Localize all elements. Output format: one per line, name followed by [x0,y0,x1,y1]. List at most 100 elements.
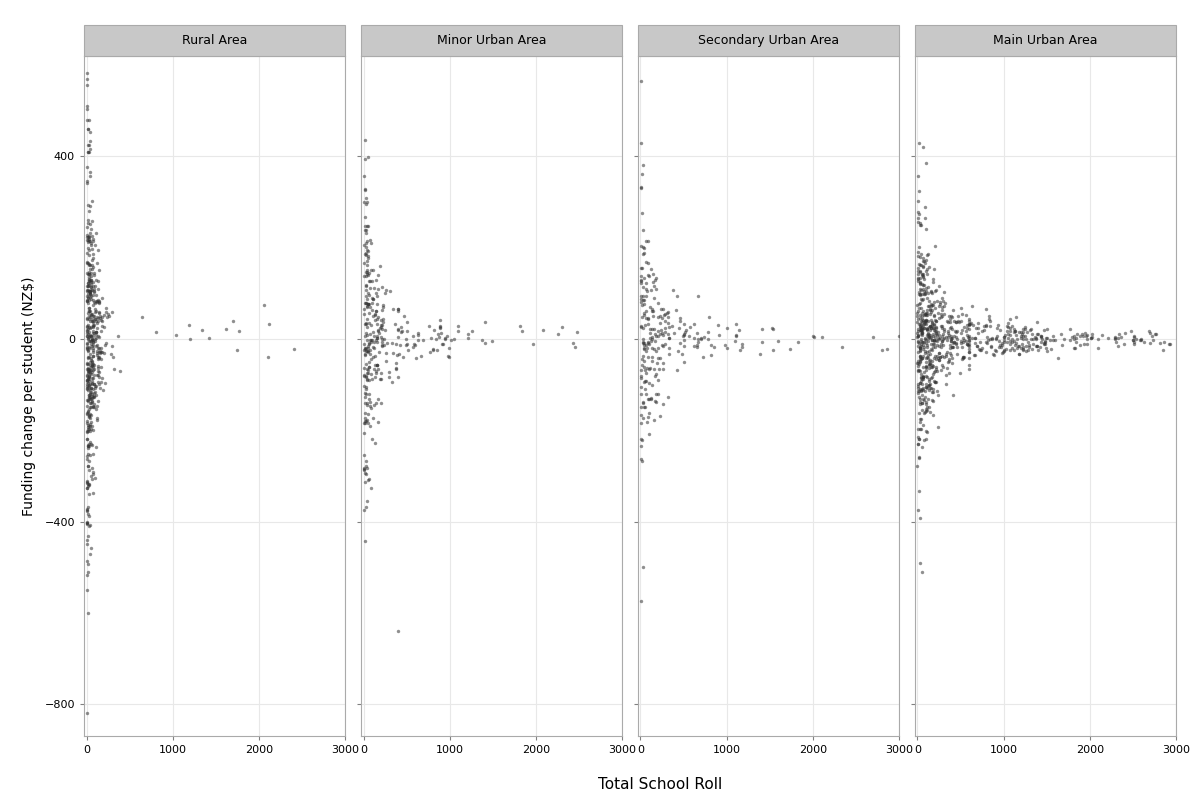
Point [79,391,98,404]
Point [918,323,937,336]
Point [632,434,652,446]
Point [911,384,930,397]
Point [936,350,955,363]
Point [366,367,385,380]
Point [80,263,100,276]
Point [686,327,706,340]
Point [644,342,664,355]
Point [1043,330,1062,343]
Point [646,345,665,358]
Point [631,372,650,385]
Point [917,322,936,335]
Point [78,557,97,570]
Point [1146,328,1165,341]
Point [942,310,961,323]
Point [650,317,670,330]
Point [926,322,946,334]
Point [914,272,934,285]
Point [79,318,98,331]
Point [77,394,96,406]
Point [911,382,930,395]
Point [952,326,971,339]
Point [911,342,930,354]
Point [77,374,96,386]
Point [403,341,422,354]
Point [631,439,650,452]
Point [913,335,932,348]
Point [908,504,928,517]
Point [373,315,392,328]
Point [83,420,102,433]
Point [356,266,376,278]
Point [634,158,653,171]
Point [632,262,652,274]
Point [78,175,97,188]
Point [916,364,935,377]
Point [637,338,656,351]
Point [634,223,653,236]
Point [920,348,940,361]
Point [355,182,374,195]
Point [79,205,98,218]
Point [917,425,936,438]
Point [356,370,376,383]
Point [78,114,97,126]
Point [80,449,100,462]
Point [82,356,101,369]
Point [82,274,101,286]
Point [914,285,934,298]
Point [355,219,374,232]
Point [78,450,97,463]
Point [82,388,101,401]
Point [358,255,377,268]
Point [79,305,98,318]
Point [1105,331,1124,344]
Point [908,378,928,390]
Point [355,426,374,439]
Point [956,325,976,338]
Point [80,288,100,301]
Point [653,302,672,315]
Point [688,333,707,346]
Point [1014,333,1033,346]
Point [643,275,662,288]
Point [88,295,107,308]
Point [86,326,106,338]
Point [78,426,97,438]
Point [916,406,935,418]
Point [408,326,427,339]
Point [78,529,97,542]
Point [912,312,931,325]
Point [910,363,929,376]
Point [908,385,928,398]
Point [920,324,940,337]
Point [726,329,745,342]
Point [646,394,665,407]
Point [476,315,496,328]
Point [356,382,376,395]
Point [634,308,653,321]
Point [361,327,380,340]
Point [960,322,979,335]
Point [942,341,961,354]
Point [80,435,100,448]
Point [930,350,949,363]
Point [702,338,721,351]
Point [932,330,952,342]
Point [913,361,932,374]
Point [942,356,961,369]
Point [86,315,106,328]
Point [674,318,694,330]
Point [635,294,654,306]
Point [89,295,108,308]
Point [977,320,996,333]
Point [80,226,100,239]
Point [922,285,941,298]
Point [1151,337,1170,350]
Point [908,271,928,284]
Point [77,569,96,582]
Point [358,267,377,280]
Point [360,473,379,486]
Point [82,542,101,554]
Point [926,327,946,340]
